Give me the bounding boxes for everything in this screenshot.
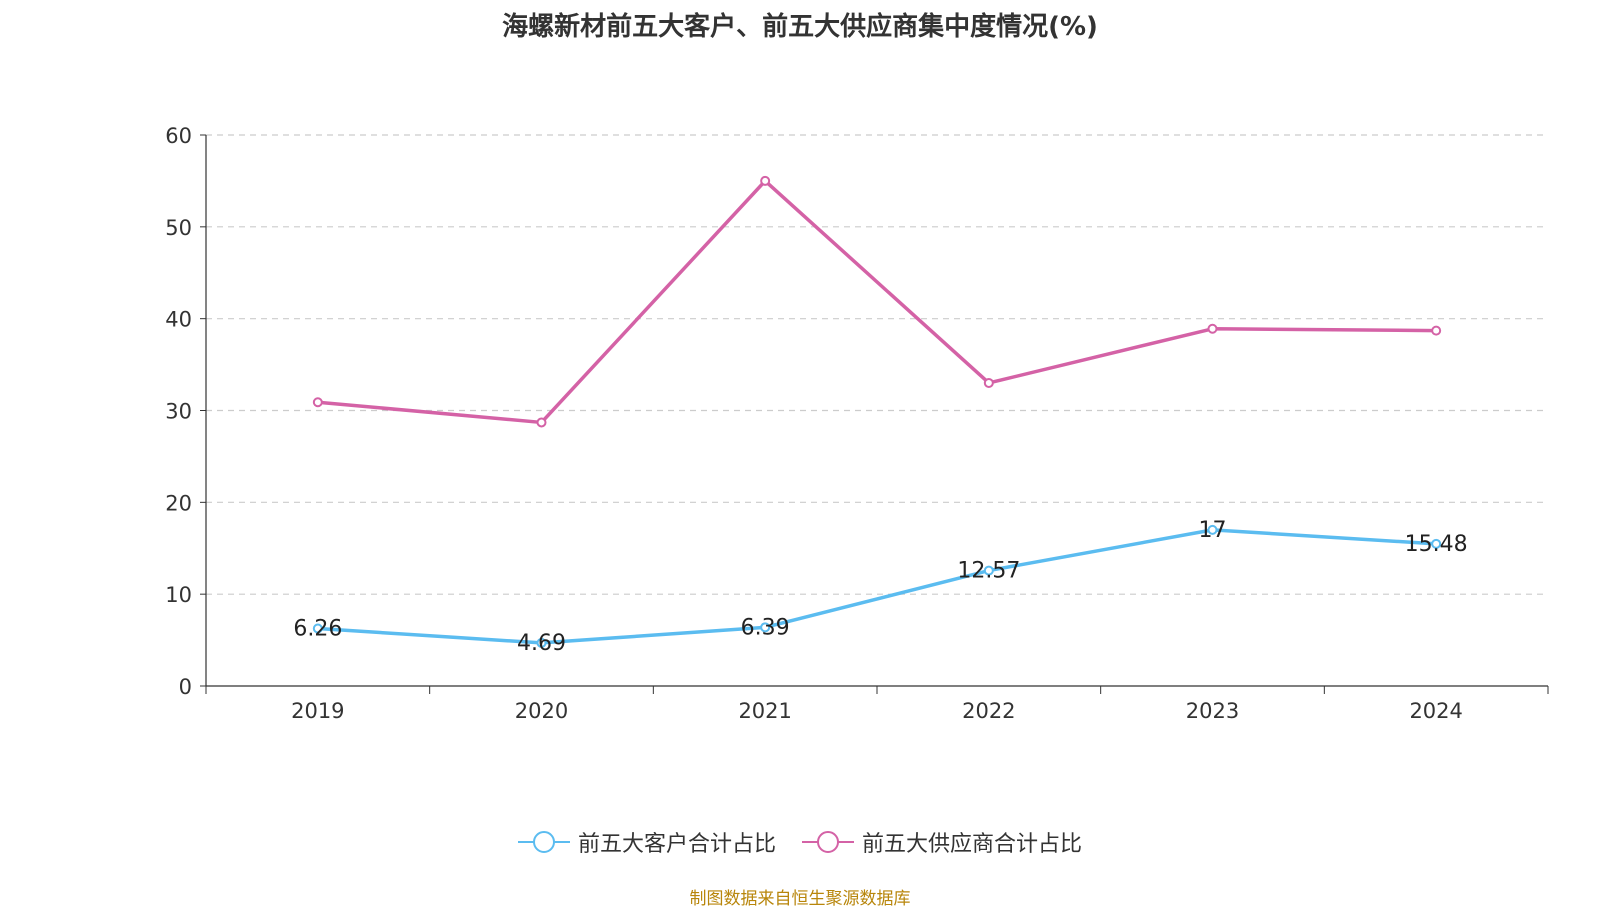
x-tick-label: 2022 (962, 699, 1015, 723)
series-line-0 (317, 528, 1437, 645)
y-tick-label: 50 (165, 216, 192, 240)
data-point-0 (983, 565, 994, 576)
data-point-0 (1431, 538, 1442, 549)
data-point-0 (536, 637, 547, 648)
x-tick-label: 2019 (291, 699, 344, 723)
data-point-1 (1431, 325, 1442, 336)
series-line-1 (317, 179, 1437, 425)
legend-suppliers-marker-icon (802, 831, 854, 853)
y-tick-label: 10 (165, 583, 192, 607)
chart-title: 海螺新材前五大客户、前五大供应商集中度情况(%) (502, 12, 1098, 42)
data-label: 6.39 (741, 615, 790, 640)
y-tick-label: 20 (165, 491, 192, 515)
data-point-0 (1207, 524, 1218, 535)
data-point-1 (312, 397, 323, 408)
legend-label-customers: 前五大客户合计占比 (577, 832, 776, 857)
legend: 前五大客户合计占比 前五大供应商合计占比 (0, 826, 1600, 858)
y-tick-label: 40 (165, 308, 192, 332)
data-point-1 (1207, 323, 1218, 334)
legend-item-suppliers[interactable]: 前五大供应商合计占比 (802, 826, 1082, 858)
y-tick-label: 0 (179, 675, 192, 699)
x-tick-label: 2024 (1409, 699, 1462, 723)
data-point-1 (760, 175, 771, 186)
data-label: 4.69 (517, 631, 566, 656)
data-label: 12.57 (957, 559, 1020, 584)
source-note: 制图数据来自恒生聚源数据库 (689, 889, 911, 909)
legend-label-suppliers: 前五大供应商合计占比 (862, 832, 1083, 857)
x-tick-label: 2020 (515, 699, 568, 723)
x-tick-label: 2023 (1186, 699, 1239, 723)
data-point-1 (536, 417, 547, 428)
data-label: 6.26 (293, 617, 342, 642)
data-point-0 (760, 622, 771, 633)
data-label: 15.48 (1405, 532, 1468, 557)
y-tick-label: 30 (165, 400, 192, 424)
legend-item-customers[interactable]: 前五大客户合计占比 (517, 826, 776, 858)
data-point-0 (312, 623, 323, 634)
x-tick-label: 2021 (738, 699, 791, 723)
data-label: 17 (1199, 518, 1227, 543)
y-tick-label: 60 (165, 124, 192, 148)
legend-customers-marker-icon (517, 831, 570, 853)
data-point-1 (983, 377, 994, 388)
